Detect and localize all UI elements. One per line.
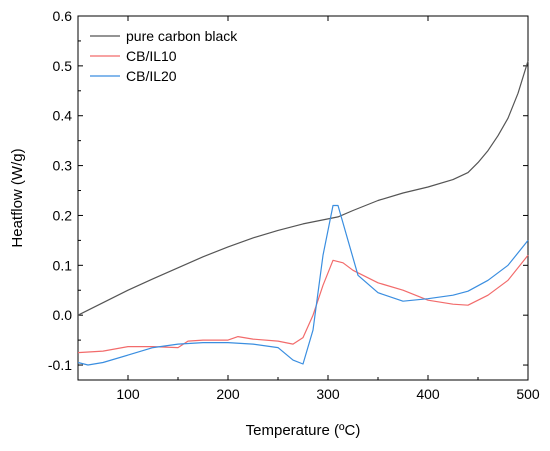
y-axis-label: Heatflow (W/g) <box>9 148 26 247</box>
x-tick-label: 400 <box>416 386 440 402</box>
legend-label-2: CB/IL10 <box>126 48 177 64</box>
x-tick-label: 500 <box>516 386 540 402</box>
series-group <box>77 60 529 366</box>
y-tick-label: -0.1 <box>48 357 72 373</box>
legend-label-1: pure carbon black <box>126 28 238 44</box>
x-tick-label: 100 <box>116 386 140 402</box>
y-tick-label: 0.0 <box>53 307 73 323</box>
legend-label-3: CB/IL20 <box>126 68 177 84</box>
y-tick-label: 0.5 <box>53 58 73 74</box>
x-axis-label: Temperature (ºC) <box>246 422 361 439</box>
y-tick-label: 0.3 <box>53 158 73 174</box>
legend: pure carbon black CB/IL10 CB/IL20 <box>90 28 238 84</box>
y-tick-label: 0.2 <box>53 207 73 223</box>
plot-frame <box>77 15 529 381</box>
series-line-2 <box>77 254 529 354</box>
x-tick-label: 300 <box>316 386 340 402</box>
axis-ticks: 100 200 300 400 500 -0.1 0.0 0.1 0.2 0.3 0.4 0.5 0.6 <box>48 8 540 402</box>
x-tick-label: 200 <box>216 386 240 402</box>
y-tick-label: 0.6 <box>53 8 73 24</box>
series-line-1 <box>77 60 529 316</box>
y-tick-label: 0.1 <box>53 257 73 273</box>
series-line-3 <box>77 204 529 366</box>
y-tick-label: 0.4 <box>53 108 73 124</box>
